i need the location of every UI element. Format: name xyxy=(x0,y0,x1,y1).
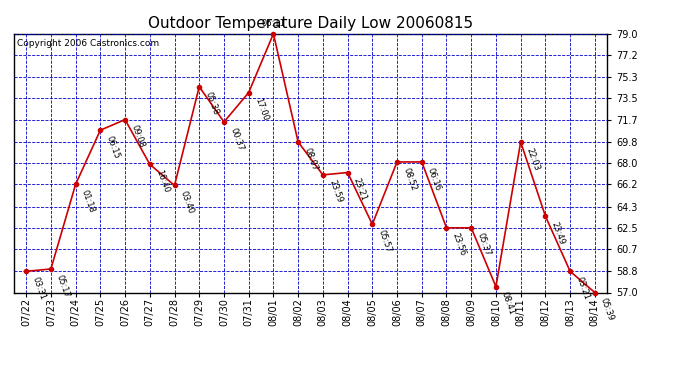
Text: 09:08: 09:08 xyxy=(129,124,146,149)
Text: 05:57: 05:57 xyxy=(377,228,393,254)
Text: 03:21: 03:21 xyxy=(574,276,591,301)
Text: 05:17: 05:17 xyxy=(55,273,72,298)
Text: 03:40: 03:40 xyxy=(179,190,195,215)
Text: 23:59: 23:59 xyxy=(327,179,344,205)
Text: 00:37: 00:37 xyxy=(228,126,245,152)
Text: 01:18: 01:18 xyxy=(80,189,97,214)
Text: 05:39: 05:39 xyxy=(599,297,615,322)
Text: 23:21: 23:21 xyxy=(352,177,368,202)
Text: 22:03: 22:03 xyxy=(525,146,542,172)
Text: 17:00: 17:00 xyxy=(253,97,270,122)
Text: 23:56: 23:56 xyxy=(451,232,467,258)
Text: 05:38: 05:38 xyxy=(204,91,220,117)
Text: 06:16: 06:16 xyxy=(426,166,442,192)
Text: 06:11: 06:11 xyxy=(262,19,286,28)
Text: 08:07: 08:07 xyxy=(302,146,319,172)
Text: 08:52: 08:52 xyxy=(401,166,418,192)
Text: 23:49: 23:49 xyxy=(549,220,566,246)
Text: 03:31: 03:31 xyxy=(30,276,47,301)
Text: Copyright 2006 Castronics.com: Copyright 2006 Castronics.com xyxy=(17,39,159,48)
Text: 05:37: 05:37 xyxy=(475,232,492,258)
Text: 08:41: 08:41 xyxy=(500,291,517,316)
Title: Outdoor Temperature Daily Low 20060815: Outdoor Temperature Daily Low 20060815 xyxy=(148,16,473,31)
Text: 06:15: 06:15 xyxy=(104,134,121,160)
Text: 16:40: 16:40 xyxy=(154,168,170,194)
